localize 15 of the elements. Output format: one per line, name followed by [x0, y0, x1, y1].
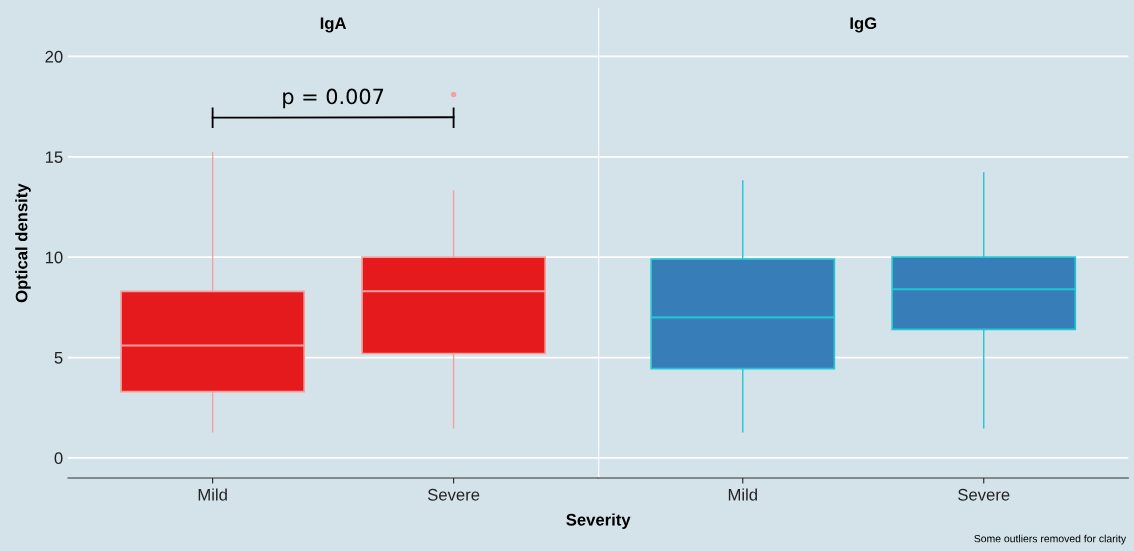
- y-tick-label: 0: [54, 452, 63, 465]
- x-tick-label: Mild: [728, 488, 757, 501]
- y-tick-label: 20: [45, 50, 63, 63]
- annotation: p = 0.007: [283, 88, 384, 109]
- y-tick-label: 15: [45, 151, 63, 164]
- x-tick-label: Severe: [958, 488, 1010, 501]
- x-axis-title: Severity: [566, 513, 631, 529]
- text: Some outliers removed for clarity: [974, 534, 1127, 545]
- x-tick-label: Severe: [427, 488, 480, 501]
- text: IgA: [320, 17, 347, 33]
- y-tick-label: 5: [54, 352, 63, 364]
- y-axis-title: Optical density: [15, 183, 31, 303]
- x-tick-label: Mild: [198, 488, 227, 501]
- chart-title: IgG: [850, 17, 877, 33]
- y-tick-label: 10: [45, 251, 63, 264]
